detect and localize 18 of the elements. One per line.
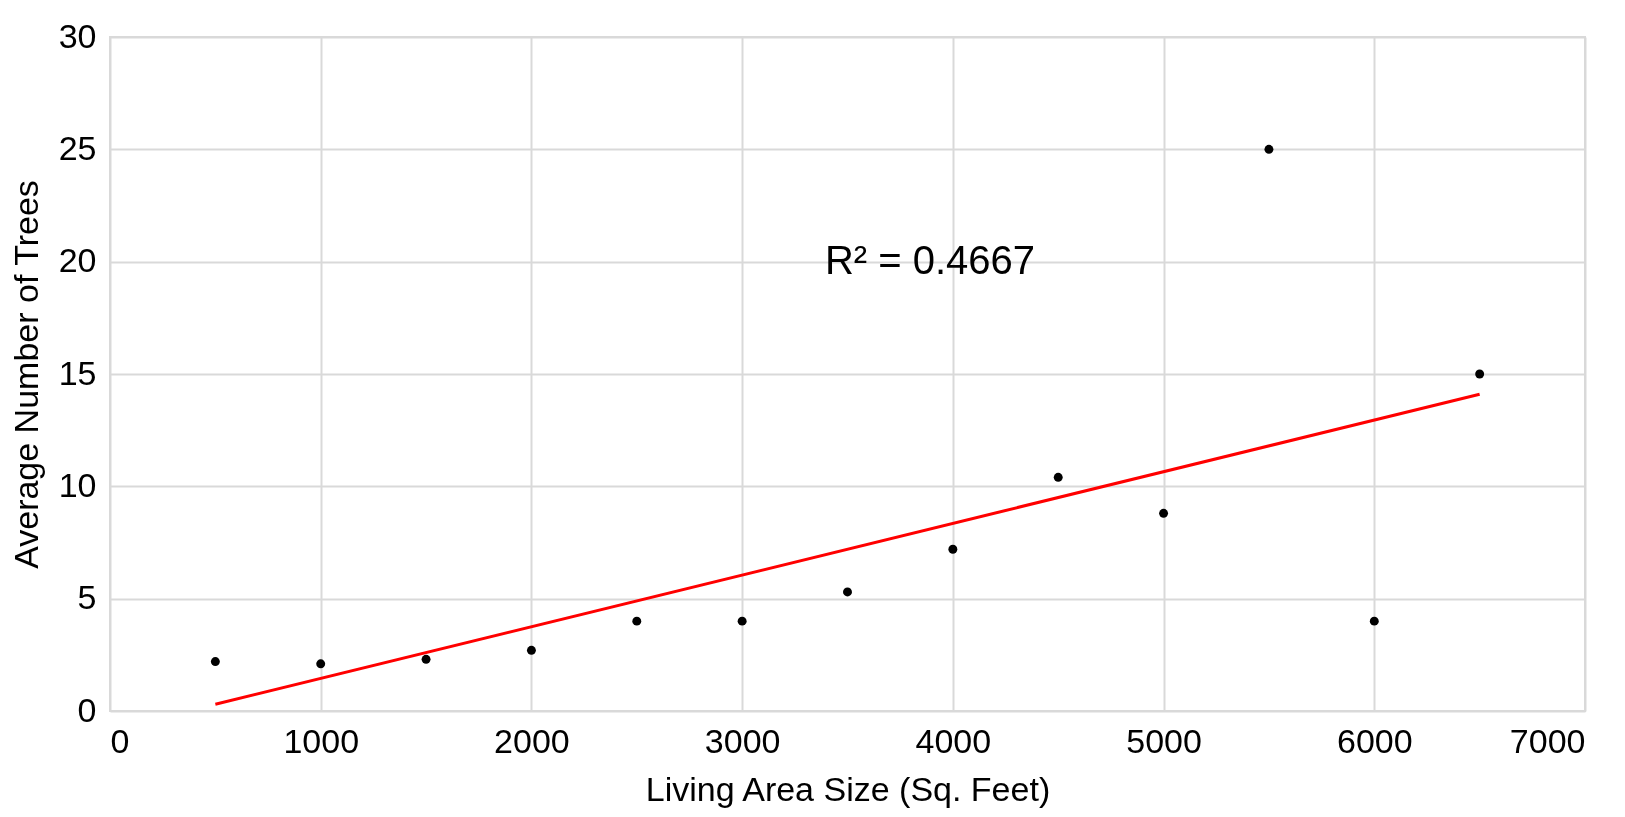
y-tick-label: 25 (58, 128, 97, 167)
y-tick-label: 10 (58, 465, 97, 504)
x-tick-label: 3000 (704, 721, 781, 760)
x-tick-label: 6000 (1336, 721, 1413, 760)
x-tick-label: 1000 (283, 721, 360, 760)
x-tick-label: 0 (110, 721, 130, 760)
x-tick-label: 4000 (915, 721, 992, 760)
x-axis-title: Living Area Size (Sq. Feet) (645, 769, 1051, 808)
x-tick-label: 5000 (1126, 721, 1202, 760)
annotation: R² = 0.4667 (824, 238, 1036, 282)
x-tick-label: 7000 (1509, 721, 1586, 760)
y-tick-label: 20 (58, 241, 97, 280)
y-tick-label: 15 (58, 353, 97, 392)
x-tick-label: 2000 (494, 721, 570, 760)
y-tick-label: 30 (58, 16, 97, 55)
y-tick-label: 0 (77, 690, 97, 729)
y-tick-label: 5 (77, 578, 97, 617)
y-axis-title: Average Number of Trees (6, 180, 45, 569)
